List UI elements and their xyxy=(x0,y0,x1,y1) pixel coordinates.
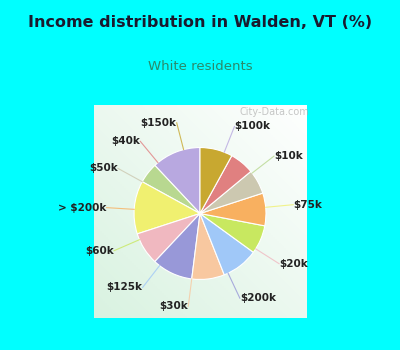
Text: $30k: $30k xyxy=(160,301,188,312)
Text: $40k: $40k xyxy=(112,136,140,146)
Text: $100k: $100k xyxy=(234,121,270,132)
Text: $200k: $200k xyxy=(240,293,276,303)
Wedge shape xyxy=(134,182,200,234)
Text: $10k: $10k xyxy=(274,151,303,161)
Wedge shape xyxy=(192,214,224,279)
Wedge shape xyxy=(200,172,263,214)
Text: $150k: $150k xyxy=(141,118,177,128)
Text: City-Data.com: City-Data.com xyxy=(240,107,309,117)
Wedge shape xyxy=(155,148,200,214)
Text: $60k: $60k xyxy=(85,246,114,256)
Text: > $200k: > $200k xyxy=(58,203,106,212)
Wedge shape xyxy=(137,214,200,261)
Wedge shape xyxy=(200,214,253,275)
Text: Income distribution in Walden, VT (%): Income distribution in Walden, VT (%) xyxy=(28,15,372,30)
Text: White residents: White residents xyxy=(148,60,252,72)
Wedge shape xyxy=(155,214,200,279)
Wedge shape xyxy=(200,193,266,226)
Wedge shape xyxy=(200,148,232,214)
Text: $125k: $125k xyxy=(107,282,143,293)
Wedge shape xyxy=(142,166,200,214)
Text: $20k: $20k xyxy=(279,259,308,269)
Text: $50k: $50k xyxy=(89,163,118,173)
Text: $75k: $75k xyxy=(293,200,322,210)
Wedge shape xyxy=(200,156,251,214)
Wedge shape xyxy=(200,214,265,252)
